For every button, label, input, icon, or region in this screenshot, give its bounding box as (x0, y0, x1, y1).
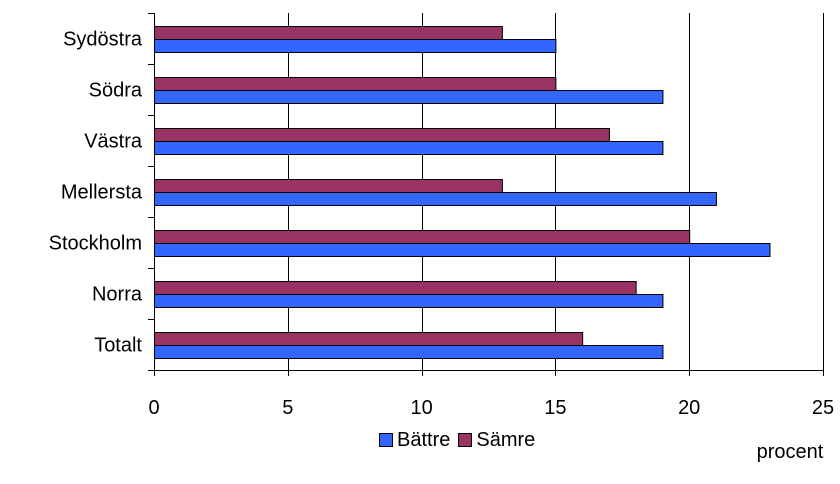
x-tick-label-10: 10 (410, 397, 432, 419)
bar-smre-6 (154, 332, 584, 346)
legend: Bättre Sämre (379, 430, 543, 450)
category-label-1: Södra (89, 80, 143, 102)
bar-smre-1 (154, 77, 557, 91)
category-label-6: Totalt (94, 335, 142, 357)
x-tick-label-0: 0 (148, 397, 159, 419)
x-axis-label: procent (757, 441, 824, 463)
x-tick-label-15: 15 (544, 397, 566, 419)
legend-item-battre: Bättre (379, 430, 450, 450)
bar-smre-5 (154, 281, 637, 295)
bar-bttre-3 (154, 192, 717, 206)
bar-bttre-1 (154, 90, 664, 104)
bar-bttre-6 (154, 345, 664, 359)
gridlines (288, 13, 824, 370)
bar-smre-3 (154, 179, 503, 193)
bars (154, 26, 771, 359)
bar-smre-0 (154, 26, 503, 40)
x-tick-label-25: 25 (812, 397, 834, 419)
category-label-2: Västra (84, 131, 143, 153)
bar-smre-2 (154, 128, 610, 142)
category-label-4: Stockholm (49, 233, 142, 255)
category-label-3: Mellersta (61, 182, 143, 204)
category-labels: Sydöstra Södra Västra Mellersta Stockholm Nor… (49, 29, 143, 357)
x-tick-label-5: 5 (282, 397, 293, 419)
x-tick-label-20: 20 (678, 397, 700, 419)
legend-swatch-battre (379, 433, 393, 447)
axes (148, 13, 824, 376)
bar-bttre-5 (154, 294, 664, 308)
bar-bttre-4 (154, 243, 771, 257)
legend-swatch-samre (458, 433, 473, 447)
bar-bttre-0 (154, 39, 557, 53)
bar-smre-4 (154, 230, 691, 244)
x-tick-labels: 0 5 10 15 20 25 (148, 397, 834, 419)
category-label-5: Norra (92, 284, 143, 306)
legend-label-battre: Bättre (397, 429, 451, 451)
bar-bttre-2 (154, 141, 664, 155)
category-label-0: Sydöstra (63, 29, 143, 51)
legend-label-samre: Sämre (476, 429, 536, 451)
legend-item-samre: Sämre (458, 430, 535, 450)
